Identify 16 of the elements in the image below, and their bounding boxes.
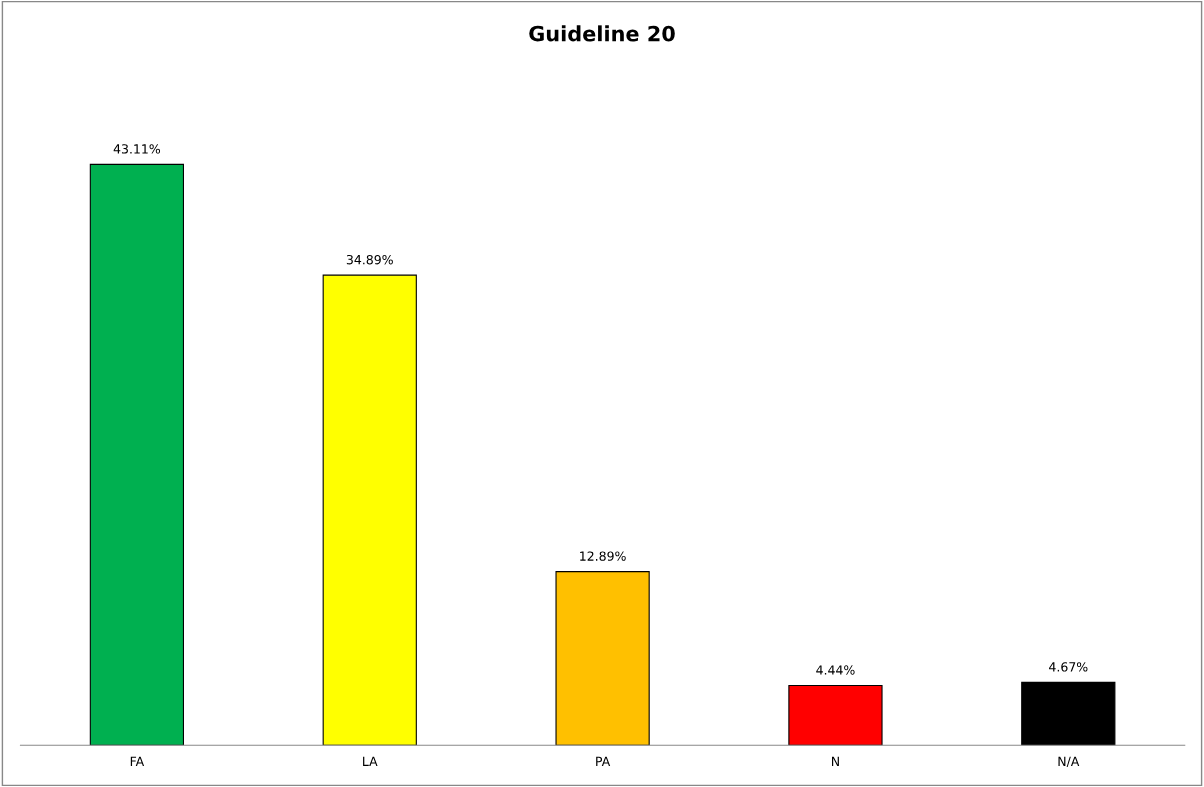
data-label: 4.44% (816, 665, 855, 675)
bar (788, 684, 883, 746)
bar (89, 163, 185, 746)
data-label: 12.89% (580, 551, 626, 561)
x-tick-label: LA (363, 756, 378, 766)
bar (555, 571, 650, 746)
x-tick-label: FA (130, 756, 145, 766)
data-label: 34.89% (346, 254, 393, 265)
x-tick-label: N/A (1058, 756, 1080, 768)
x-tick-label: N (832, 756, 839, 766)
x-tick-label: PA (596, 756, 611, 766)
chart-title: Guideline 20 (529, 25, 675, 42)
bar (322, 274, 417, 746)
data-label: 4.67% (1049, 662, 1088, 672)
data-label: 43.11% (113, 144, 161, 154)
bar (1021, 681, 1116, 746)
